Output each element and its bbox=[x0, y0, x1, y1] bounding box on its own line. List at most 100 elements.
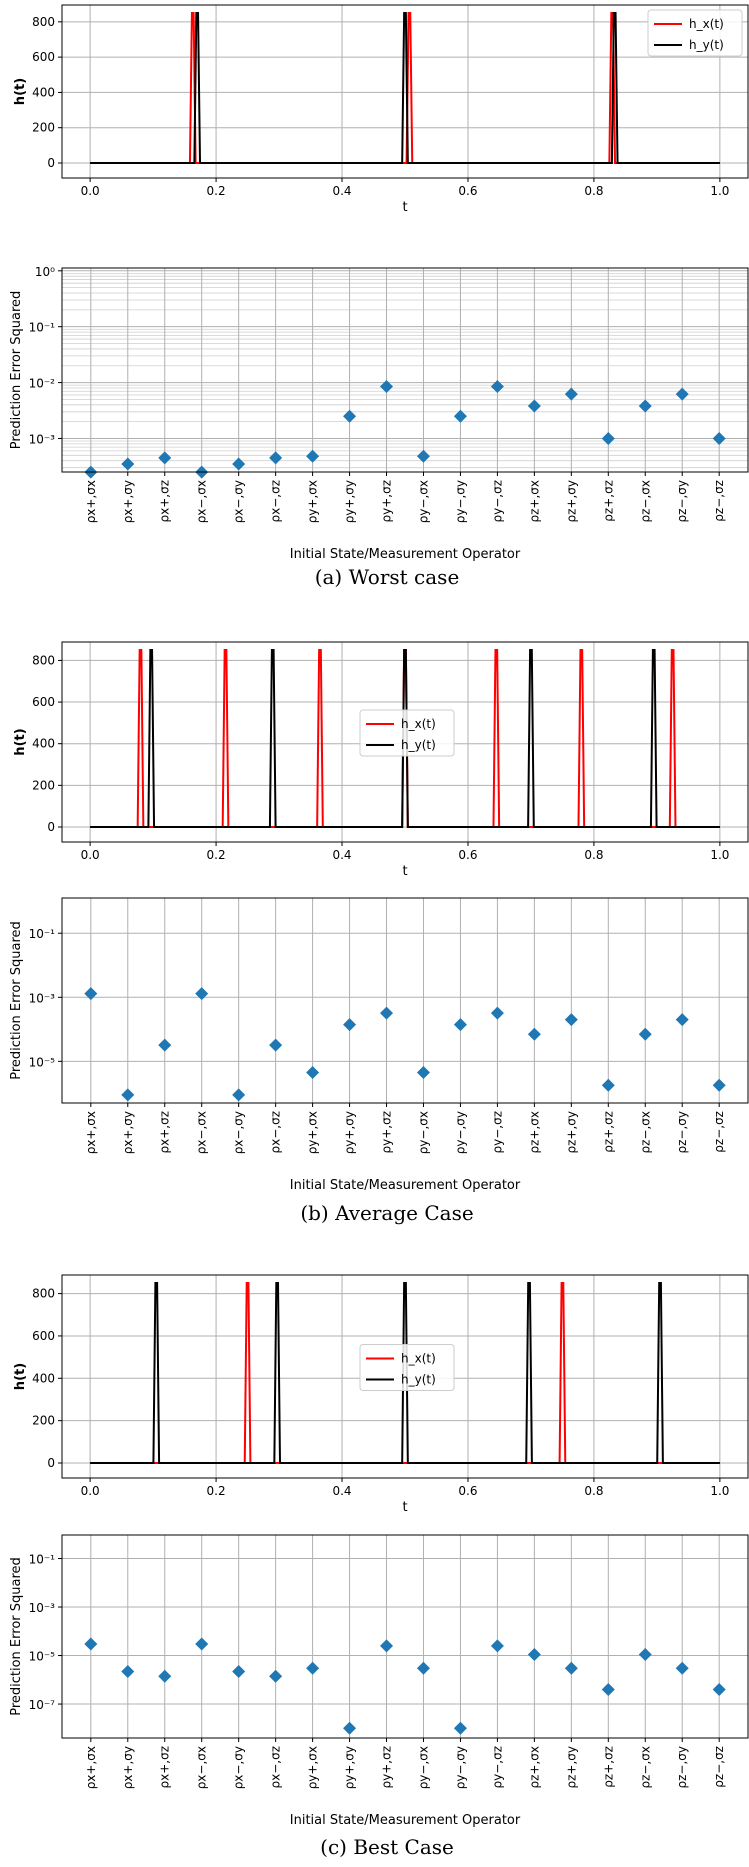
x-tick-label: 0.2 bbox=[207, 848, 226, 862]
operator-tick-label: ρz−,σz bbox=[712, 480, 726, 522]
operator-tick-label: ρy+,σx bbox=[306, 1111, 320, 1154]
data-point-ρz−,σy bbox=[675, 1013, 689, 1027]
operator-tick-label: ρz+,σz bbox=[601, 480, 615, 522]
y-tick-label: 0 bbox=[47, 820, 55, 834]
y-tick-label: 10⁻⁷ bbox=[29, 1698, 56, 1712]
x-axis-label: Initial State/Measurement Operator bbox=[290, 547, 521, 562]
x-tick-label: 0.4 bbox=[332, 848, 351, 862]
operator-tick-label: ρx+,σy bbox=[121, 1746, 135, 1789]
operator-tick-label: ρz−,σx bbox=[638, 480, 652, 523]
operator-tick-label: ρx+,σz bbox=[158, 1746, 172, 1789]
operator-tick-label: ρx+,σx bbox=[84, 1746, 98, 1789]
operator-tick-label: ρx−,σx bbox=[195, 1746, 209, 1789]
x-axis-label: Initial State/Measurement Operator bbox=[290, 1178, 521, 1193]
data-point-ρx−,σz bbox=[269, 451, 283, 465]
operator-tick-label: ρx−,σy bbox=[232, 1111, 246, 1154]
y-tick-label: 10⁰ bbox=[35, 265, 55, 279]
operator-tick-label: ρz−,σy bbox=[675, 1111, 689, 1154]
operator-tick-label: ρx−,σy bbox=[232, 1746, 246, 1789]
data-point-ρz−,σz bbox=[712, 431, 726, 445]
scatter-panel-1 bbox=[58, 267, 749, 479]
y-tick-label: 10⁻³ bbox=[29, 432, 56, 446]
operator-tick-label: ρx−,σx bbox=[195, 480, 209, 523]
y-tick-label: 400 bbox=[32, 85, 55, 99]
plot-frame bbox=[61, 897, 749, 1104]
operator-tick-label: ρy+,σy bbox=[343, 1746, 357, 1789]
data-point-ρx+,σz bbox=[158, 1038, 172, 1052]
legend-label: h_y(t) bbox=[689, 38, 724, 52]
y-tick-label: 200 bbox=[32, 121, 55, 135]
operator-tick-label: ρy−,σx bbox=[416, 1746, 430, 1789]
operator-tick-label: ρz+,σx bbox=[527, 1746, 541, 1789]
data-point-ρy+,σx bbox=[306, 1661, 320, 1675]
y-tick-label: 600 bbox=[32, 695, 55, 709]
legend-label: h_y(t) bbox=[401, 1373, 436, 1387]
data-point-ρx+,σy bbox=[121, 457, 135, 471]
operator-tick-label: ρx+,σx bbox=[84, 480, 98, 523]
operator-tick-label: ρz+,σy bbox=[564, 480, 578, 523]
line-panel-0 bbox=[58, 4, 749, 182]
data-point-ρy+,σy bbox=[343, 409, 357, 423]
operator-tick-label: ρy−,σx bbox=[416, 1111, 430, 1154]
data-point-ρz+,σx bbox=[527, 1648, 541, 1662]
x-axis-label: t bbox=[402, 200, 407, 215]
x-tick-label: 0.4 bbox=[332, 184, 351, 198]
y-tick-label: 10⁻¹ bbox=[29, 1553, 56, 1567]
data-point-ρy−,σx bbox=[416, 449, 430, 463]
operator-tick-label: ρx+,σy bbox=[121, 1111, 135, 1154]
operator-tick-label: ρz−,σz bbox=[712, 1111, 726, 1153]
data-point-ρx+,σx bbox=[84, 987, 98, 1001]
operator-tick-label: ρz−,σy bbox=[675, 480, 689, 523]
legend-label: h_x(t) bbox=[401, 717, 436, 731]
series-line-h_y(t) bbox=[90, 12, 720, 164]
x-tick-label: 0.6 bbox=[458, 848, 477, 862]
y-tick-label: 800 bbox=[32, 653, 55, 667]
data-point-ρy−,σz bbox=[490, 380, 504, 394]
y-axis-label: h(t) bbox=[13, 728, 28, 755]
operator-tick-label: ρz+,σx bbox=[527, 480, 541, 523]
data-point-ρz+,σx bbox=[527, 399, 541, 413]
x-tick-label: 0.6 bbox=[458, 1484, 477, 1498]
data-point-ρy+,σx bbox=[306, 449, 320, 463]
series-line-h_y(t) bbox=[90, 1282, 720, 1464]
subfigure-caption: (a) Worst case bbox=[315, 565, 460, 589]
y-tick-label: 600 bbox=[32, 50, 55, 64]
operator-tick-label: ρz+,σx bbox=[527, 1111, 541, 1154]
data-point-ρy+,σy bbox=[343, 1721, 357, 1735]
data-point-ρy+,σz bbox=[380, 1639, 394, 1653]
data-point-ρx−,σy bbox=[232, 1088, 246, 1102]
x-tick-label: 0.2 bbox=[207, 1484, 226, 1498]
operator-tick-label: ρy−,σz bbox=[490, 1746, 504, 1789]
data-point-ρz+,σz bbox=[601, 1078, 615, 1092]
data-point-ρy+,σx bbox=[306, 1065, 320, 1079]
data-point-ρx+,σy bbox=[121, 1664, 135, 1678]
series-line-h_y(t) bbox=[90, 649, 720, 828]
data-point-ρy+,σy bbox=[343, 1018, 357, 1032]
y-tick-label: 800 bbox=[32, 1287, 55, 1301]
x-tick-label: 0.8 bbox=[584, 184, 603, 198]
operator-tick-label: ρy−,σy bbox=[453, 1746, 467, 1789]
series-line-h_x(t) bbox=[90, 12, 720, 164]
data-point-ρx−,σz bbox=[269, 1669, 283, 1683]
x-tick-label: 0.4 bbox=[332, 1484, 351, 1498]
data-point-ρy−,σx bbox=[416, 1661, 430, 1675]
data-point-ρy−,σx bbox=[416, 1065, 430, 1079]
data-point-ρy−,σy bbox=[453, 409, 467, 423]
scatter-panel-5 bbox=[58, 1534, 749, 1742]
legend-label: h_x(t) bbox=[401, 1352, 436, 1366]
data-point-ρz+,σy bbox=[564, 387, 578, 401]
x-axis-label: Initial State/Measurement Operator bbox=[290, 1813, 521, 1828]
operator-tick-label: ρy−,σy bbox=[453, 1111, 467, 1154]
series-line-h_x(t) bbox=[90, 1282, 720, 1464]
operator-tick-label: ρz+,σy bbox=[564, 1111, 578, 1154]
x-tick-label: 1.0 bbox=[710, 848, 729, 862]
x-tick-label: 0.2 bbox=[207, 184, 226, 198]
x-tick-label: 0.8 bbox=[584, 1484, 603, 1498]
x-axis-label: t bbox=[402, 1500, 407, 1515]
y-tick-label: 0 bbox=[47, 1456, 55, 1470]
data-point-ρy−,σz bbox=[490, 1006, 504, 1020]
data-point-ρx+,σx bbox=[84, 1637, 98, 1651]
data-point-ρx−,σy bbox=[232, 1664, 246, 1678]
y-axis-label: h(t) bbox=[13, 1363, 28, 1390]
